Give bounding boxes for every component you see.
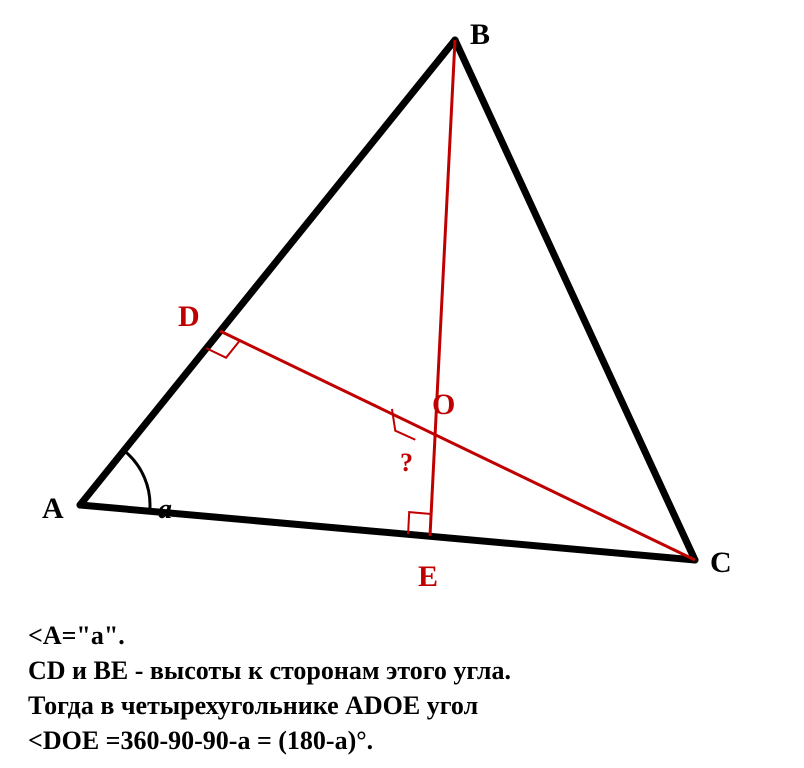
proof-text: <A="a". CD и BE - высоты к сторонам этог…: [28, 618, 768, 758]
proof-line-4: <DOE =360-90-90-a = (180-a)°.: [28, 723, 768, 758]
vertex-label-A: A: [42, 492, 64, 526]
vertex-label-O: O: [432, 388, 455, 422]
vertex-label-C: C: [710, 546, 732, 580]
vertex-label-E: E: [418, 560, 438, 594]
angle-label-a: a: [158, 494, 172, 526]
proof-line-1: <A="a".: [28, 618, 768, 653]
proof-line-3: Тогда в четырехугольнике ADOE угол: [28, 688, 768, 723]
figure-canvas: <A="a". CD и BE - высоты к сторонам этог…: [0, 0, 804, 768]
vertex-label-B: B: [470, 18, 490, 52]
vertex-label-D: D: [178, 300, 200, 334]
question-mark: ?: [400, 448, 413, 478]
proof-line-2: CD и BE - высоты к сторонам этого угла.: [28, 653, 768, 688]
